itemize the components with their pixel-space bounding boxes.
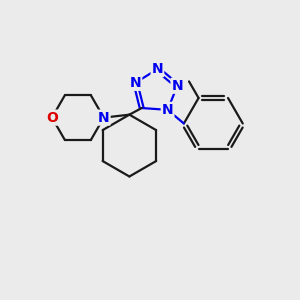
Text: N: N (98, 111, 110, 124)
Text: N: N (130, 76, 141, 90)
Text: N: N (172, 79, 183, 93)
Text: N: N (162, 103, 173, 117)
Text: O: O (46, 111, 58, 124)
Text: N: N (152, 62, 163, 76)
